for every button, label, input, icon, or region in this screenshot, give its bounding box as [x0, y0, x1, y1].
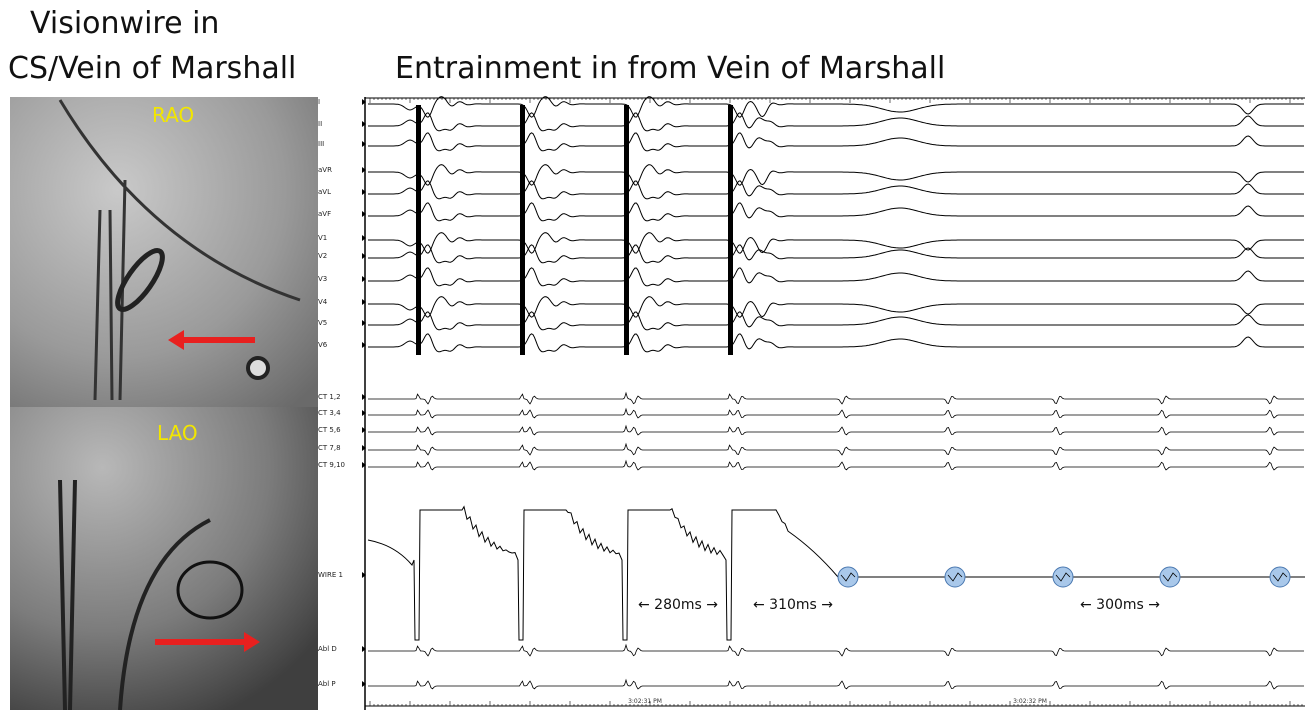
channel-label: CT 5,6	[318, 426, 341, 434]
channel-marker	[362, 646, 366, 652]
fluoro-image	[10, 97, 318, 407]
wire-marker	[1052, 566, 1074, 588]
interval-label: ← 300ms →	[1080, 597, 1160, 613]
left-title: CS/Vein of Marshall	[8, 51, 296, 86]
channel-label: V4	[318, 298, 328, 306]
trace	[368, 442, 1304, 456]
channel-label: Abl P	[318, 680, 336, 688]
trace	[368, 459, 1304, 471]
trace	[368, 112, 1304, 132]
wire-marker	[837, 566, 859, 588]
right-title: Entrainment in from Vein of Marshall	[395, 51, 945, 86]
channel-label: V6	[318, 341, 328, 349]
catheter-loop	[176, 560, 244, 620]
timestamp: 3:02:31 PM	[628, 698, 662, 705]
timestamp: 3:02:32 PM	[1013, 698, 1047, 705]
view-label: LAO	[157, 421, 198, 445]
channel-label: CT 3,4	[318, 409, 341, 417]
trace	[368, 244, 1304, 264]
wire-marker	[944, 566, 966, 588]
channel-label: Abl D	[318, 645, 337, 653]
catheter	[58, 479, 211, 710]
interval-label: ← 280ms →	[638, 597, 718, 613]
wire-marker	[1159, 566, 1181, 588]
wire-trace	[367, 505, 1305, 641]
channel-label: V1	[318, 234, 327, 242]
channel-label: V5	[318, 319, 327, 327]
channel-marker	[362, 410, 366, 416]
channel-label: CT 1,2	[318, 393, 341, 401]
channel-label: CT 7,8	[318, 444, 341, 452]
channel-label: V2	[318, 252, 327, 260]
channel-label: II	[318, 120, 322, 128]
channel-marker	[362, 253, 366, 259]
pacing-artifact	[520, 105, 525, 355]
wire-deflection	[1162, 572, 1178, 582]
channel-label: aVL	[318, 188, 331, 196]
channel-marker	[362, 394, 366, 400]
trace	[368, 132, 1304, 152]
channel-label: CT 9,10	[318, 461, 345, 469]
trace	[368, 391, 1304, 405]
channel-label: aVR	[318, 166, 332, 174]
channel-marker	[362, 445, 366, 451]
trace	[368, 96, 1304, 118]
catheter-loop	[115, 248, 165, 312]
trace	[368, 202, 1304, 222]
view-label: RAO	[152, 103, 194, 127]
channel-label: III	[318, 140, 324, 148]
pacing-artifact	[728, 105, 733, 355]
trace	[368, 407, 1304, 419]
trace	[368, 296, 1304, 318]
pacing-artifact	[624, 105, 629, 355]
channel-marker	[362, 299, 366, 305]
channel-marker	[362, 462, 366, 468]
trace	[368, 232, 1304, 254]
wire-deflection	[1055, 572, 1071, 582]
channel-marker	[362, 167, 366, 173]
channel-label: V3	[318, 275, 327, 283]
channel-marker	[362, 276, 366, 282]
channel-label: aVF	[318, 210, 331, 218]
channel-marker	[362, 235, 366, 241]
wire-deflection	[840, 572, 856, 582]
left-title: Visionwire in	[30, 6, 219, 41]
trace	[368, 164, 1304, 186]
channel-marker	[362, 189, 366, 195]
channel-marker	[362, 572, 366, 578]
channel-marker	[362, 121, 366, 127]
channel-marker	[362, 141, 366, 147]
fluoro-rao: RAO	[10, 97, 318, 407]
channel-label: I	[318, 98, 320, 106]
channel-marker	[362, 427, 366, 433]
channel-marker	[362, 211, 366, 217]
wire-deflection	[1272, 572, 1288, 582]
catheter	[58, 99, 301, 401]
fluoro-lao: LAO	[10, 407, 318, 710]
channel-marker	[362, 681, 366, 687]
channel-label: WIRE 1	[318, 571, 343, 579]
arrow-head	[244, 632, 260, 652]
trace	[368, 311, 1304, 331]
trace	[368, 643, 1304, 657]
channel-marker	[362, 99, 366, 105]
trace	[368, 267, 1304, 287]
pacing-artifact	[416, 105, 421, 355]
channel-marker	[362, 342, 366, 348]
wire-deflection	[947, 572, 963, 582]
trace	[368, 333, 1304, 353]
arrow-head	[168, 330, 184, 350]
trace	[368, 180, 1304, 200]
interval-label: ← 310ms →	[753, 597, 833, 613]
tracing: ← 280ms → ← 310ms → ← 300ms → 3:02:31 PM…	[318, 96, 1305, 710]
marker	[246, 356, 270, 380]
channel-marker	[362, 320, 366, 326]
wire-marker	[1269, 566, 1291, 588]
trace	[368, 424, 1304, 436]
trace	[368, 678, 1304, 690]
